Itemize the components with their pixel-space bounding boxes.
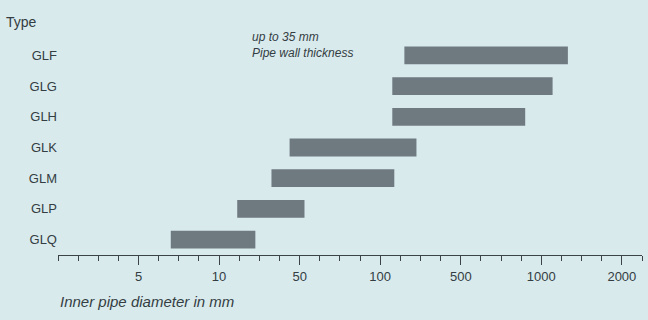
svg-text:GLF: GLF [32,48,57,63]
svg-text:GLP: GLP [31,201,57,216]
svg-text:1000: 1000 [527,269,556,284]
svg-text:GLM: GLM [29,171,57,186]
svg-text:GLG: GLG [30,79,57,94]
svg-text:Type: Type [6,14,37,30]
svg-text:50: 50 [292,269,306,284]
svg-text:100: 100 [369,269,391,284]
svg-text:Inner pipe diameter in mm: Inner pipe diameter in mm [60,293,234,310]
svg-text:500: 500 [450,269,472,284]
svg-text:5: 5 [135,269,142,284]
svg-text:GLH: GLH [30,109,57,124]
svg-text:GLK: GLK [31,140,57,155]
svg-text:10: 10 [212,269,226,284]
svg-text:up to 35 mmPipe wall thickness: up to 35 mmPipe wall thickness [252,30,353,60]
svg-text:2000: 2000 [607,269,636,284]
svg-text:GLQ: GLQ [30,232,57,247]
